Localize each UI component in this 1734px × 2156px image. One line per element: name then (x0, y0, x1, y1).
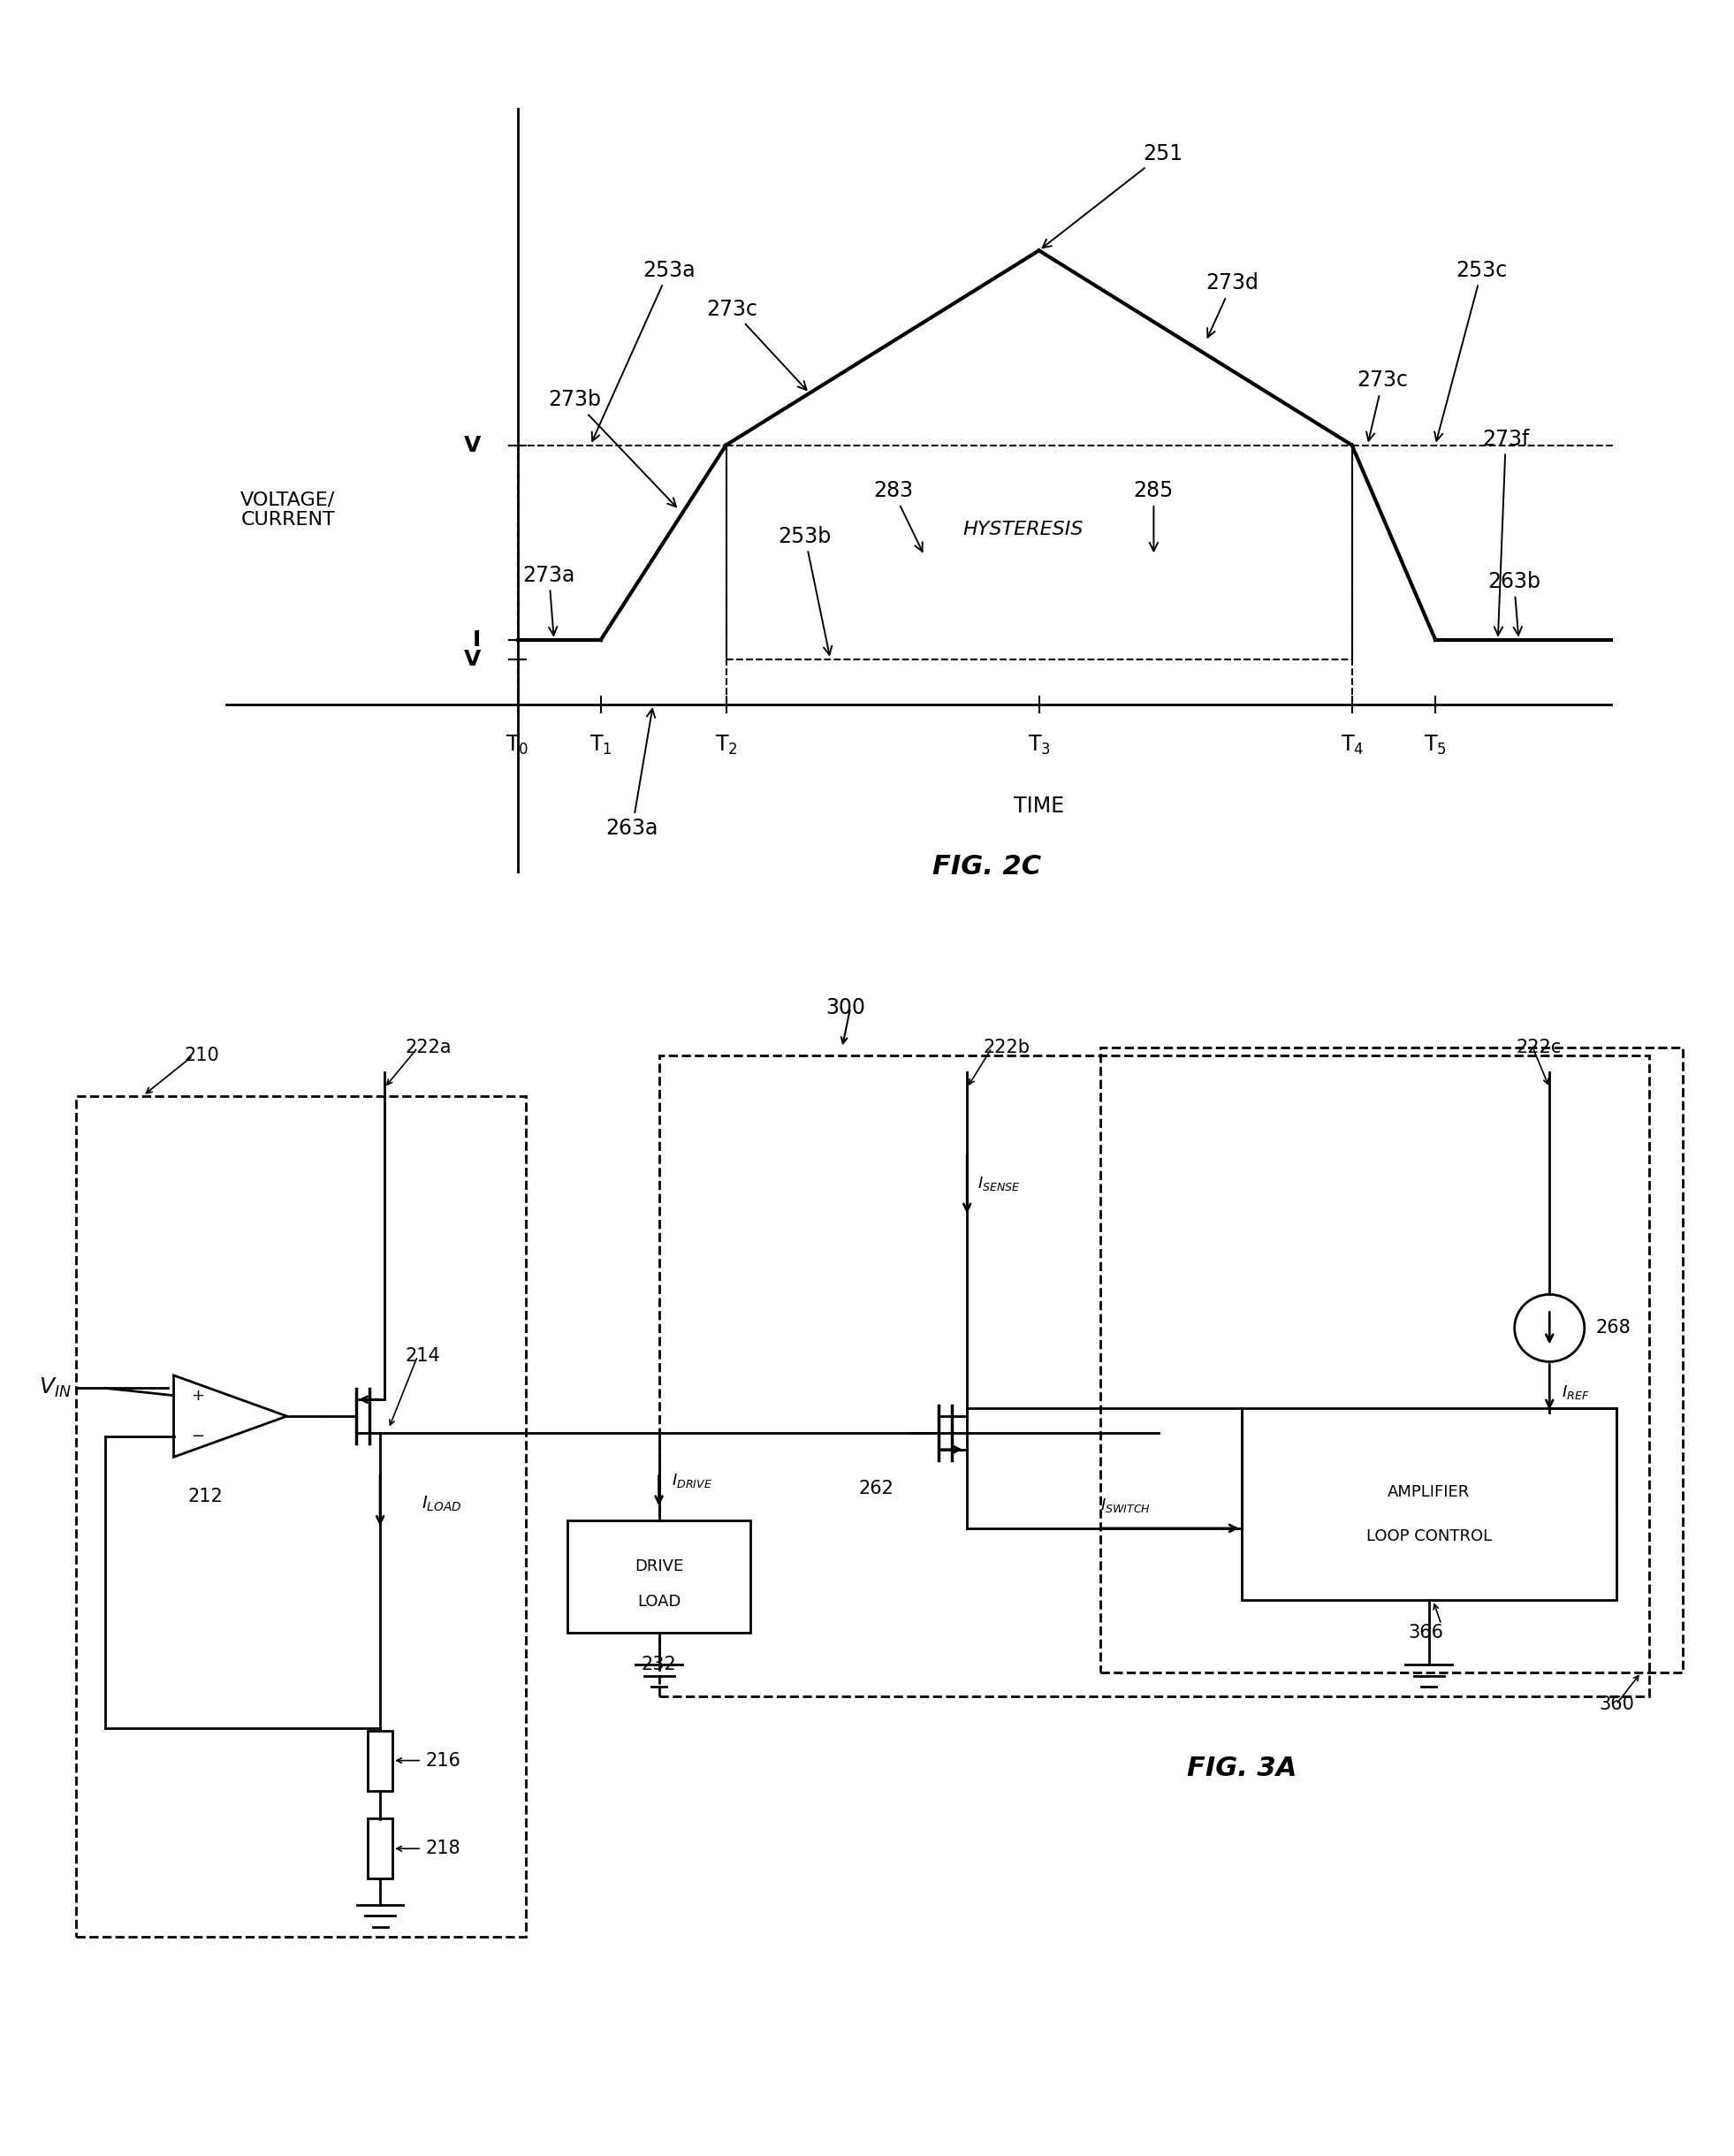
Text: −: − (191, 1429, 205, 1445)
Text: 216: 216 (427, 1751, 461, 1770)
Bar (567, 1520, 751, 1632)
Text: 366: 366 (1408, 1623, 1443, 1641)
Text: 263a: 263a (605, 709, 659, 839)
Bar (368, 1731, 392, 1789)
Text: 253c: 253c (1434, 259, 1507, 440)
Bar (76, 1095, 525, 1936)
Text: 273b: 273b (548, 390, 676, 507)
Text: 273c: 273c (706, 298, 806, 390)
Text: T$_3$: T$_3$ (1028, 733, 1051, 757)
Text: +: + (191, 1388, 205, 1404)
Text: T$_1$: T$_1$ (590, 733, 612, 757)
Text: FIG. 3A: FIG. 3A (1186, 1755, 1297, 1781)
Text: TIME: TIME (1014, 796, 1065, 817)
Text: V: V (463, 649, 480, 671)
Text: 283: 283 (872, 481, 922, 552)
Text: 262: 262 (858, 1479, 895, 1498)
Text: 273a: 273a (522, 565, 576, 636)
Text: V: V (463, 436, 480, 455)
Bar (1242, 1408, 1616, 1600)
Text: 285: 285 (1134, 481, 1174, 552)
Text: $I_{REF}$: $I_{REF}$ (1562, 1384, 1590, 1401)
Text: T$_0$: T$_0$ (506, 733, 529, 757)
Text: AMPLIFIER: AMPLIFIER (1387, 1483, 1470, 1501)
Text: $I_{LOAD}$: $I_{LOAD}$ (421, 1494, 461, 1514)
Text: 273f: 273f (1483, 429, 1529, 636)
Text: 263b: 263b (1488, 571, 1540, 636)
Text: $I_{SENSE}$: $I_{SENSE}$ (976, 1175, 1020, 1192)
Text: T$_5$: T$_5$ (1424, 733, 1446, 757)
Text: VOLTAGE/
CURRENT: VOLTAGE/ CURRENT (241, 492, 335, 528)
Text: T$_4$: T$_4$ (1340, 733, 1363, 757)
Text: 268: 268 (1595, 1319, 1630, 1337)
Text: $I_{SWITCH}$: $I_{SWITCH}$ (1099, 1496, 1151, 1514)
Text: DRIVE: DRIVE (635, 1559, 683, 1574)
Bar (1099, 1048, 1682, 1673)
Text: 232: 232 (642, 1656, 676, 1673)
Text: HYSTERESIS: HYSTERESIS (962, 520, 1084, 539)
Text: I: I (473, 630, 480, 651)
Text: 222c: 222c (1516, 1039, 1562, 1056)
Bar (659, 1056, 1649, 1697)
Text: 253b: 253b (779, 526, 832, 655)
Text: LOAD: LOAD (636, 1593, 681, 1611)
Text: 300: 300 (825, 998, 865, 1018)
Text: 251: 251 (1042, 142, 1183, 248)
Text: $I_{DRIVE}$: $I_{DRIVE}$ (671, 1473, 713, 1490)
Text: FIG. 2C: FIG. 2C (933, 854, 1040, 880)
Text: T$_2$: T$_2$ (714, 733, 737, 757)
Text: 253a: 253a (591, 259, 695, 442)
Text: LOOP CONTROL: LOOP CONTROL (1366, 1529, 1491, 1544)
Text: 222a: 222a (406, 1039, 451, 1056)
Text: 218: 218 (427, 1839, 461, 1858)
Text: 360: 360 (1599, 1695, 1635, 1714)
Text: 214: 214 (406, 1348, 440, 1365)
Text: 212: 212 (187, 1488, 224, 1505)
Text: $V_{IN}$: $V_{IN}$ (38, 1376, 71, 1399)
Bar (368, 1820, 392, 1878)
Text: 210: 210 (184, 1048, 220, 1065)
Text: 273c: 273c (1358, 371, 1408, 440)
Text: 273d: 273d (1205, 272, 1259, 336)
Text: 222b: 222b (983, 1039, 1030, 1056)
